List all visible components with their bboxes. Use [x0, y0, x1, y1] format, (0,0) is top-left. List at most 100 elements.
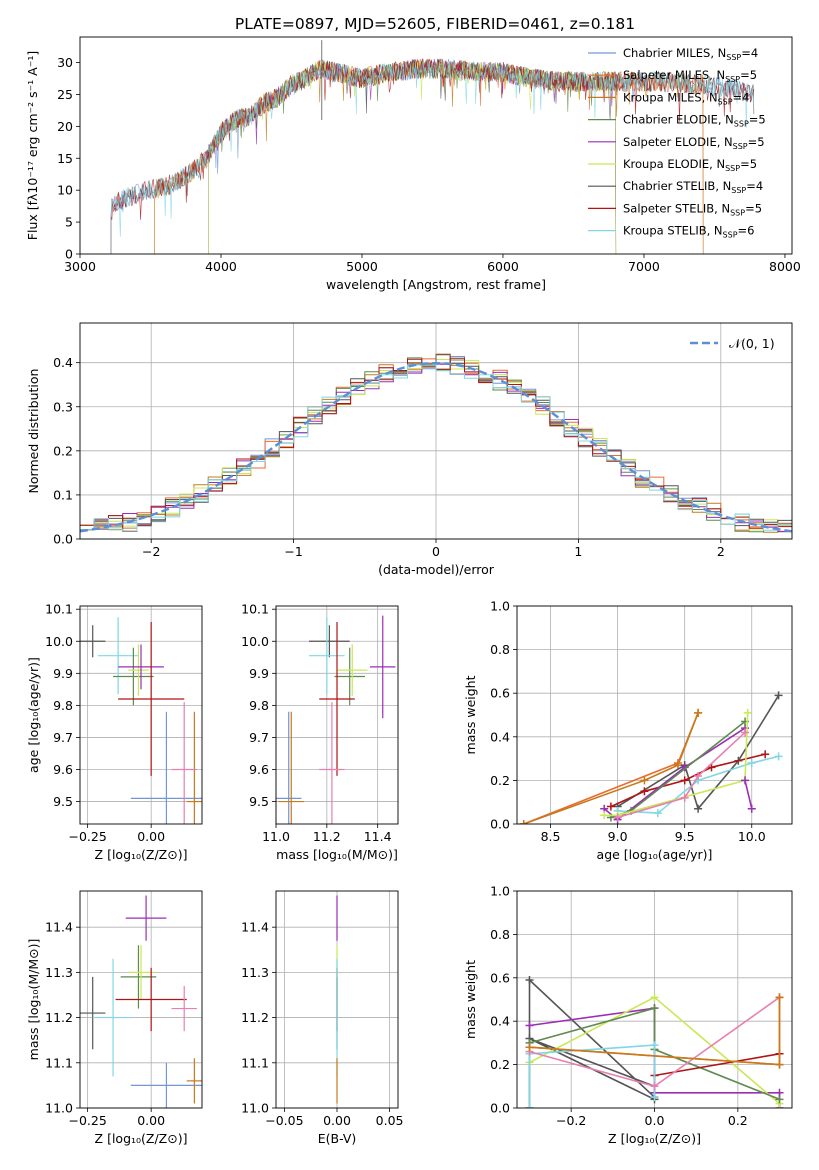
y-axis-label: mass weight: [463, 960, 478, 1039]
legend-subscript: SSP: [725, 164, 740, 173]
spectrum-line: [110, 59, 755, 254]
x-tick-label: 0.00: [137, 829, 165, 844]
data-marker: [741, 776, 750, 785]
y-tick-label: 0.4: [490, 1014, 510, 1029]
legend-entry: 𝒩(0, 1): [729, 336, 775, 351]
axis-layer: −0.25 0.00 11.0 11.1 11.2 11.3 11.4 Z [log₁₀(Z/…: [26, 890, 203, 1146]
legend-value: =5: [748, 135, 765, 149]
x-tick-label: 0.2: [728, 1113, 748, 1128]
y-axis-label: Normed distribution: [26, 369, 41, 494]
spectrum-panel: 3000 4000 5000 6000 7000 8000 0 5 10 15 20 25 30 wave…: [25, 36, 801, 292]
y-tick-label: 9.6: [249, 762, 269, 777]
legend-subscript: SSP: [723, 231, 738, 240]
legend-value: =5: [740, 68, 757, 82]
x-tick-label: 0.05: [376, 1113, 404, 1128]
y-tick-label: 0.1: [53, 487, 73, 502]
x-tick-label: 3000: [64, 259, 96, 274]
axis-layer: 3000 4000 5000 6000 7000 8000 0 5 10 15 20 25 30 wave…: [25, 36, 801, 292]
x-tick-label: 0.00: [323, 1113, 351, 1128]
mass-vs-metallicity-panel: −0.25 0.00 11.0 11.1 11.2 11.3 11.4 Z [log₁₀(Z/…: [26, 890, 203, 1146]
y-tick-label: 9.5: [249, 794, 269, 809]
legend-value: =4: [746, 179, 763, 193]
legend-value: =4: [741, 46, 758, 60]
y-tick-label: 0.2: [490, 773, 510, 788]
legend-entry: Salpeter MILES, NSSP=5: [623, 68, 757, 84]
legend-entry: Chabrier MILES, NSSP=4: [623, 46, 758, 62]
x-tick-label: 7000: [628, 259, 660, 274]
data-marker: [650, 993, 659, 1002]
legend-subscript: SSP: [726, 53, 741, 62]
y-tick-label: 0.6: [490, 970, 510, 985]
axes-frame: [79, 322, 793, 540]
spectrum-line: [154, 58, 704, 254]
data-marker: [525, 975, 534, 984]
plot-area: [80, 353, 792, 533]
plot-area: [525, 975, 784, 1108]
y-tick-label: 0.3: [53, 399, 73, 414]
axes-frame: [516, 890, 793, 1109]
x-axis-label: mass [log₁₀(M/M⊙)]: [276, 847, 398, 862]
y-tick-label: 0.0: [490, 1101, 510, 1116]
data-marker: [525, 1043, 534, 1052]
legend-value: =5: [745, 201, 762, 215]
legend-entry: Kroupa STELIB, NSSP=6: [623, 224, 754, 240]
series-line: [528, 1044, 656, 1108]
plot-area: [80, 617, 202, 824]
series-line: [603, 727, 746, 821]
axis-layer: 11.0 11.2 11.4 9.5 9.6 9.7 9.8 9.9 10.0 10.1 mass …: [241, 602, 399, 862]
spectrum-line: [208, 58, 617, 254]
data-marker: [606, 802, 615, 811]
y-tick-label: 10.0: [241, 634, 269, 649]
y-tick-label: 20: [57, 119, 73, 134]
series-line: [617, 731, 746, 819]
data-marker: [650, 1082, 659, 1091]
x-tick-label: −0.25: [68, 1113, 106, 1128]
age-vs-metallicity-panel: −0.25 0.00 9.5 9.6 9.7 9.8 9.9 10.0 10.1 Z [log₁₀…: [26, 602, 203, 862]
massweight-vs-age-panel: 8.5 9.0 9.5 10.0 0.0 0.2 0.4 0.6 0.8 1.0 age [log₁…: [463, 599, 793, 862]
y-tick-label: 0: [65, 247, 73, 262]
series-line: [529, 1007, 780, 1101]
y-tick-label: 9.5: [53, 794, 73, 809]
y-axis-label: age [log₁₀(age/yr)]: [26, 657, 41, 773]
legend-value: =4: [733, 90, 750, 104]
x-tick-label: 2: [717, 544, 725, 559]
plot-area: [519, 691, 783, 824]
axes-frame: [79, 36, 793, 255]
y-tick-label: 10.1: [241, 602, 269, 617]
x-axis-label: E(B-V): [318, 1131, 357, 1146]
y-tick-label: 11.1: [45, 1055, 73, 1070]
x-axis-label: (data-model)/error: [378, 562, 495, 577]
data-marker: [694, 708, 703, 717]
y-tick-label: 11.2: [45, 1010, 73, 1025]
y-tick-label: 11.0: [45, 1101, 73, 1116]
x-tick-label: −1: [284, 544, 302, 559]
histogram-step: [80, 364, 792, 532]
legend-subscript: SSP: [718, 97, 733, 106]
axis-layer: −2 −1 0 1 2 0.0 0.1 0.2 0.3 0.4 (data-model)/error…: [26, 322, 793, 577]
y-tick-label: 11.3: [241, 965, 269, 980]
x-tick-label: 5000: [346, 259, 378, 274]
data-marker: [525, 1021, 534, 1030]
y-tick-label: 25: [57, 87, 73, 102]
y-tick-label: 11.4: [45, 920, 73, 935]
legend-subscript: SSP: [725, 75, 740, 84]
data-marker: [747, 758, 756, 767]
data-marker: [600, 811, 609, 820]
y-tick-label: 0.0: [490, 817, 510, 832]
data-marker: [747, 804, 756, 813]
legend: 𝒩(0, 1): [690, 336, 775, 351]
legend-subscript: SSP: [730, 208, 745, 217]
data-marker: [519, 820, 528, 824]
y-tick-label: 0.2: [53, 443, 73, 458]
y-tick-label: 9.8: [249, 698, 269, 713]
series-line: [617, 755, 779, 814]
x-tick-label: 1: [574, 544, 582, 559]
data-marker: [694, 772, 703, 781]
y-tick-label: 0.8: [490, 927, 510, 942]
data-marker: [774, 691, 783, 700]
data-marker: [761, 750, 770, 759]
y-tick-label: 0.6: [490, 686, 510, 701]
y-tick-label: 11.0: [241, 1101, 269, 1116]
series-line: [744, 780, 753, 809]
x-tick-label: 10.0: [738, 829, 766, 844]
